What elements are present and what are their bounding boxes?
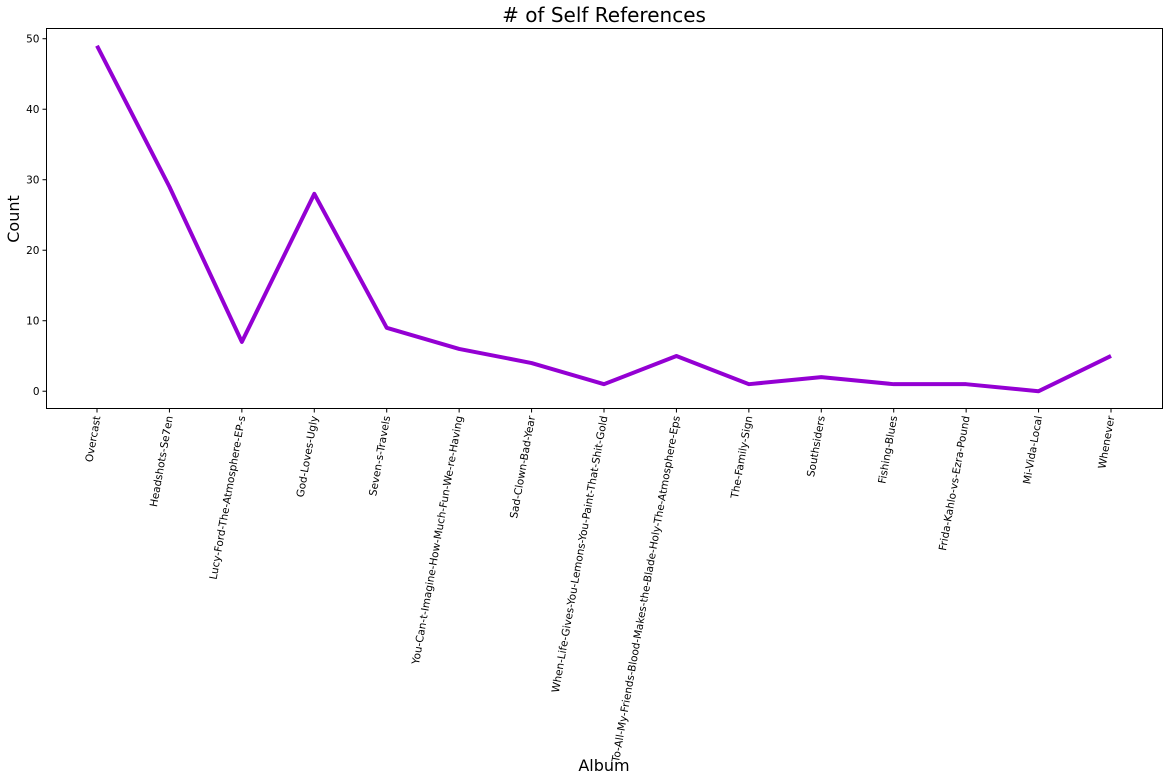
y-axis-ticks: 0 10 20 30 40 50 <box>26 34 47 398</box>
x-tick-label: The-Family-Sign <box>729 415 756 500</box>
x-tick-label: Mi-Vida-Local <box>1021 415 1045 485</box>
x-tick-label: Fishing-Blues <box>876 415 900 485</box>
x-tick-label: Southsiders <box>805 415 828 478</box>
x-tick-label: God-Loves-Ugly <box>295 415 321 498</box>
x-axis-ticks: Overcast Headshots-Se7en Lucy-Ford-The-Atm… <box>84 408 1118 764</box>
x-tick-label: Frida-Kahlo-vs-Ezra-Pound <box>937 415 973 552</box>
series-line <box>95 44 1112 394</box>
x-tick-label: Lucy-Ford-The-Atmosphere-EP-s <box>208 415 249 581</box>
y-tick-label: 20 <box>26 245 39 257</box>
y-tick-label: 40 <box>26 104 39 116</box>
x-tick-label: To-All-My-Friends-Blood-Makes-the-Blade-… <box>610 415 683 764</box>
plot-area-frame <box>46 28 1163 409</box>
x-tick-label: Headshots-Se7en <box>148 415 176 508</box>
x-tick-label: When-Life-Gives-You-Lemons-You-Paint-Tha… <box>550 415 611 694</box>
y-tick-label: 10 <box>26 316 39 328</box>
x-tick-label: Seven-s-Travels <box>367 415 393 497</box>
x-tick-label: You-Can-t-Imagine-How-Much-Fun-We-re-Hav… <box>410 415 466 666</box>
x-tick-label: Whenever <box>1096 414 1117 470</box>
chart-title: # of Self References <box>502 3 706 27</box>
y-tick-label: 50 <box>26 34 39 46</box>
x-axis-label: Album <box>578 756 629 775</box>
y-axis-label: Count <box>4 195 23 243</box>
data-points <box>96 45 1112 392</box>
x-tick-label: Overcast <box>84 415 104 463</box>
y-tick-label: 0 <box>33 386 40 398</box>
y-tick-label: 30 <box>26 175 39 187</box>
x-tick-label: Sad-Clown-Bad-Year <box>508 414 538 519</box>
